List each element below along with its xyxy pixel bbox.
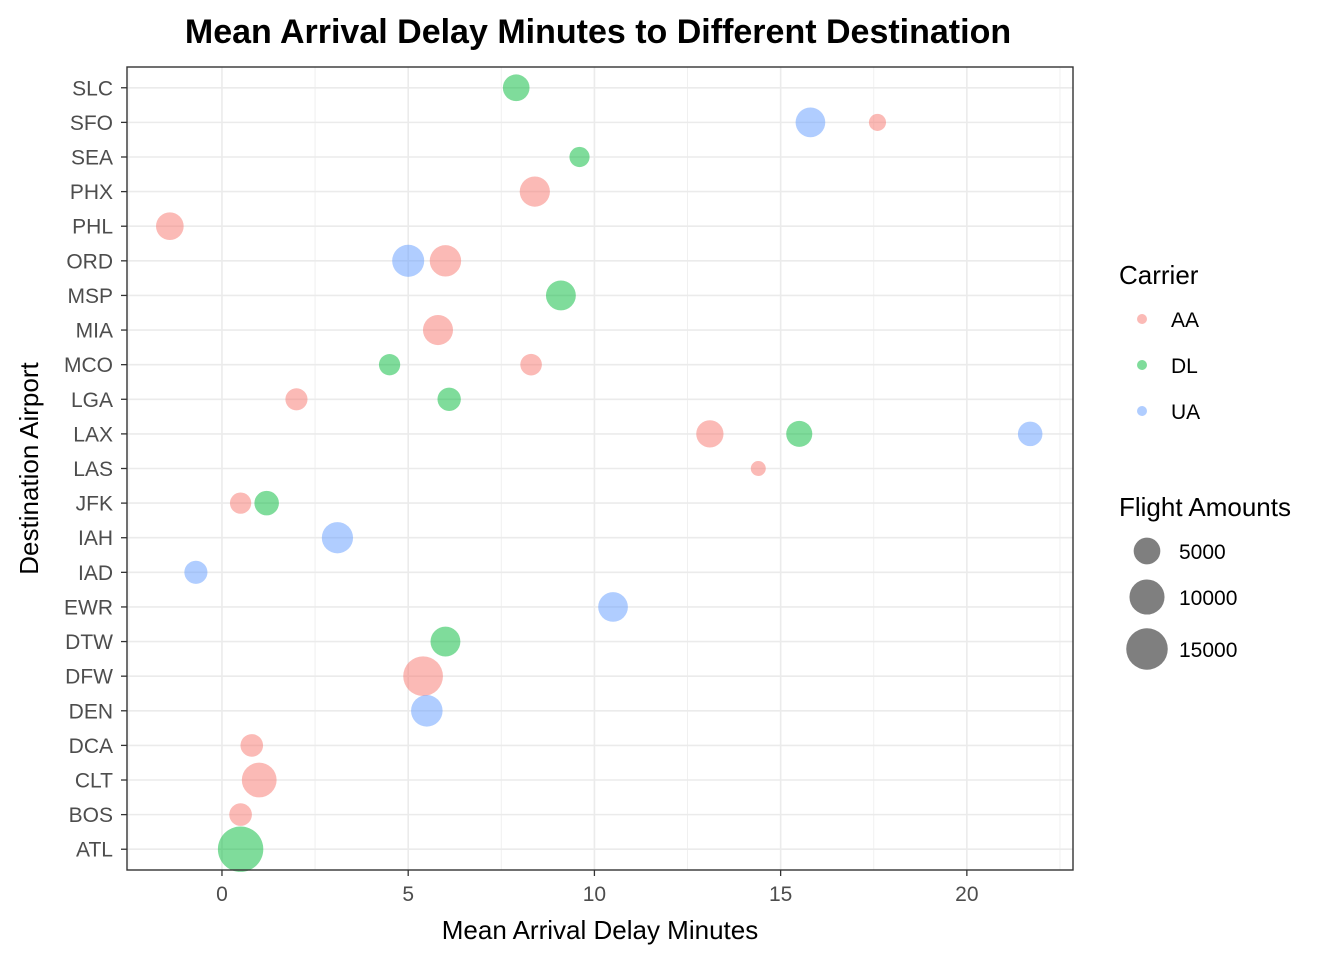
y-tick-label: ATL — [76, 839, 113, 862]
x-tick-label: 0 — [216, 883, 228, 906]
legend: Carrier Flight Amounts AA DL UA 5000 10000 15… — [1119, 260, 1291, 670]
y-tick-label: LAS — [73, 458, 113, 481]
y-tick-label: LGA — [71, 389, 113, 412]
legend-size-key — [1133, 537, 1161, 565]
y-tick-label: LAX — [73, 423, 113, 446]
y-tick-label: SEA — [71, 146, 113, 169]
y-tick-label: DCA — [69, 735, 113, 758]
point-ua-ord — [392, 244, 425, 277]
x-axis-title: Mean Arrival Delay Minutes — [442, 915, 758, 945]
y-tick-label: JFK — [76, 493, 113, 516]
y-tick-label: DEN — [69, 700, 113, 723]
y-tick-label: IAD — [78, 562, 113, 585]
point-dl-mco — [378, 354, 401, 376]
point-dl-jfk — [254, 490, 279, 516]
y-tick-label: ORD — [66, 250, 113, 273]
point-dl-dtw — [430, 626, 461, 657]
x-tick-label: 20 — [955, 883, 978, 906]
x-tick-label: 5 — [402, 883, 414, 906]
point-aa-lax — [696, 420, 724, 448]
legend-size-label: 10000 — [1179, 587, 1237, 610]
x-tick-label: 15 — [769, 883, 792, 906]
y-tick-label: DTW — [65, 631, 113, 654]
data-points — [155, 74, 1043, 872]
y-tick-label: SLC — [72, 77, 113, 100]
legend-key-dl — [1137, 360, 1147, 370]
y-tick-label: BOS — [69, 804, 113, 827]
point-dl-slc — [502, 74, 530, 102]
point-ua-ewr — [598, 592, 628, 622]
point-ua-den — [411, 695, 443, 727]
point-dl-lga — [437, 387, 461, 411]
point-ua-iad — [184, 560, 208, 584]
axes: 0 5 10 15 20 ATL BOS CLT DCA DEN DFW DTW EWR IAD IAH JF… — [64, 77, 979, 906]
grid-lines — [127, 67, 1073, 870]
point-ua-sfo — [795, 107, 826, 138]
legend-size-title: Flight Amounts — [1119, 492, 1291, 522]
point-aa-ord — [429, 245, 462, 277]
legend-size-label: 15000 — [1179, 639, 1237, 662]
point-aa-dfw — [403, 656, 443, 697]
point-aa-sfo — [868, 113, 887, 131]
point-aa-mia — [422, 315, 454, 346]
y-tick-label: IAH — [78, 527, 113, 550]
legend-carrier-title: Carrier — [1119, 260, 1199, 290]
legend-label: AA — [1171, 309, 1199, 332]
point-ua-lax — [1017, 421, 1043, 447]
point-aa-lga — [285, 388, 308, 411]
y-tick-label: CLT — [75, 770, 113, 793]
point-aa-phx — [519, 176, 550, 207]
legend-label: UA — [1171, 401, 1200, 424]
y-tick-label: DFW — [65, 666, 113, 689]
legend-label: DL — [1171, 355, 1198, 378]
y-tick-label: EWR — [64, 596, 113, 619]
point-aa-bos — [229, 803, 252, 826]
point-dl-sea — [569, 146, 590, 168]
chart-title: Mean Arrival Delay Minutes to Different … — [185, 13, 1011, 51]
x-tick-label: 10 — [583, 883, 606, 906]
legend-size-key — [1129, 579, 1165, 615]
point-dl-lax — [786, 420, 813, 447]
point-aa-jfk — [229, 492, 252, 514]
y-tick-label: MIA — [76, 320, 113, 343]
point-ua-iah — [321, 522, 354, 554]
point-dl-msp — [545, 280, 576, 311]
point-aa-mco — [520, 353, 542, 376]
legend-size-key — [1126, 628, 1168, 670]
y-tick-label: PHX — [70, 181, 113, 204]
y-axis-title: Destination Airport — [14, 362, 44, 575]
legend-key-ua — [1137, 406, 1147, 416]
point-dl-atl — [217, 826, 264, 872]
legend-size-label: 5000 — [1179, 541, 1226, 564]
legend-key-aa — [1137, 314, 1147, 324]
point-aa-clt — [241, 762, 277, 798]
y-tick-label: MCO — [64, 354, 113, 377]
y-tick-label: MSP — [67, 285, 113, 308]
point-aa-dca — [240, 734, 264, 757]
point-aa-las — [750, 460, 766, 477]
point-aa-phl — [155, 212, 184, 241]
y-tick-label: SFO — [70, 112, 113, 135]
y-tick-label: PHL — [72, 216, 113, 239]
